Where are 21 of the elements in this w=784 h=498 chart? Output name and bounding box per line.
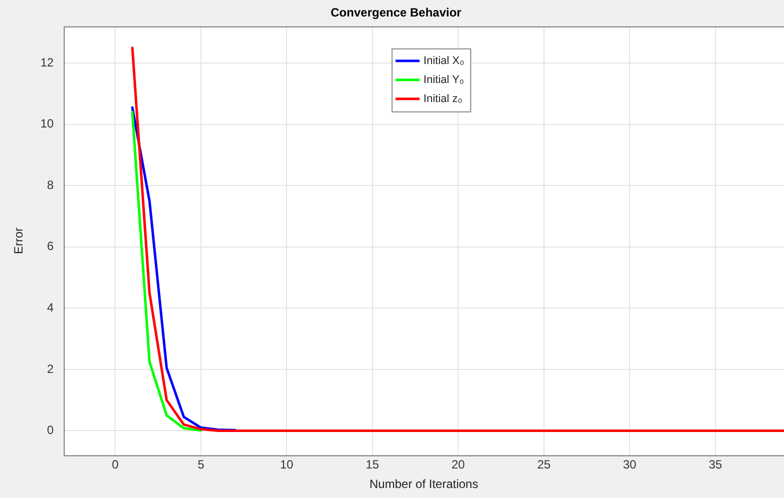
legend-label: Initial z₀ (424, 92, 462, 105)
y-tick-label: 2 (47, 362, 54, 376)
chart-title: Convergence Behavior (330, 6, 462, 20)
x-tick-label: 15 (366, 458, 380, 472)
x-tick-label: 35 (708, 458, 722, 472)
x-tick-label: 0 (112, 458, 119, 472)
y-axis-title: Error (12, 227, 26, 254)
y-tick-label: 12 (40, 55, 54, 70)
x-tick-label: 5 (198, 458, 205, 472)
y-tick-label: 6 (47, 239, 54, 254)
x-tick-label: 30 (622, 458, 637, 472)
y-tick-label: 0 (47, 423, 54, 438)
x-tick-label: 10 (280, 458, 294, 472)
legend-label: Initial X₀ (424, 54, 464, 67)
x-tick-label: 20 (451, 458, 466, 472)
x-axis-title: Number of Iterations (370, 477, 478, 492)
y-tick-label: 8 (47, 178, 54, 192)
x-tick-label: 25 (537, 458, 551, 472)
y-tick-label: 10 (40, 116, 54, 131)
y-tick-label: 4 (47, 300, 54, 314)
legend-label: Initial Y₀ (424, 74, 464, 86)
